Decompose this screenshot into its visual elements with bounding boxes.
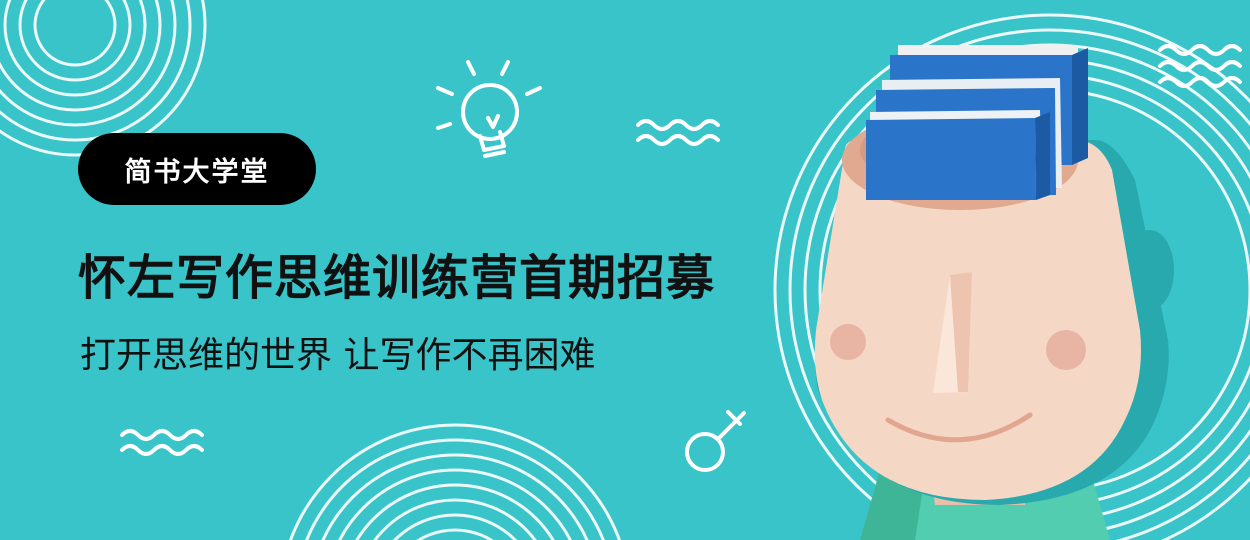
- face: [814, 140, 1141, 500]
- book-icon: [866, 45, 1088, 200]
- concentric-circles-top-left: [0, 0, 207, 157]
- head-illustration: [814, 45, 1174, 540]
- page-subtitle: 打开思维的世界 让写作不再困难: [80, 335, 596, 376]
- left-cheek: [830, 324, 866, 360]
- lightbulb-icon: [436, 60, 542, 158]
- smile: [885, 412, 1033, 443]
- brand-badge: 简书大学堂: [78, 133, 316, 205]
- concentric-circles-bottom: [289, 423, 621, 540]
- page-title: 怀左写作思维训练营首期招募: [78, 250, 716, 306]
- wave-icon: [1158, 44, 1242, 88]
- wave-icon: [120, 429, 204, 456]
- wave-icon: [636, 119, 720, 146]
- badge-label: 简书大学堂: [124, 156, 270, 188]
- right-cheek: [1046, 330, 1086, 370]
- male-symbol-icon: [685, 410, 746, 472]
